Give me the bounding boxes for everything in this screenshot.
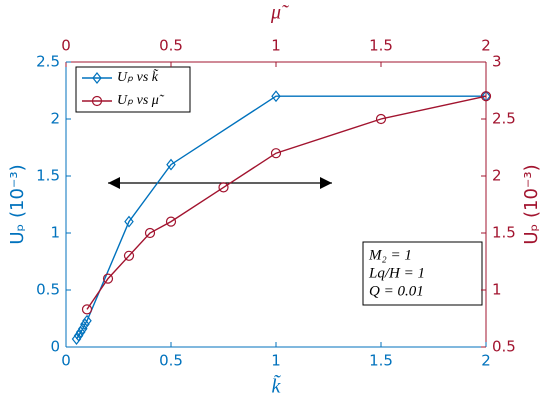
legend — [75, 66, 191, 113]
x2-tick-label: 0 — [61, 37, 71, 55]
annotations: M₂ = 1 Lq/H = 1 Q = 0.01 — [368, 247, 425, 299]
y2-tick-label: 2 — [492, 167, 502, 185]
y-tick-label: 1.5 — [36, 167, 60, 185]
series-line — [86, 95, 487, 310]
y2-tick-label: 1.5 — [492, 224, 516, 242]
y2-tick-label: 2.5 — [492, 110, 516, 128]
annotation-box — [362, 241, 483, 306]
marker — [270, 148, 282, 159]
marker — [375, 113, 387, 125]
x2-tick-label: 1 — [271, 37, 281, 55]
y2-tick-label: 3 — [492, 53, 502, 71]
marks — [71, 90, 492, 345]
marker — [271, 90, 281, 103]
y2-tick-label: 1 — [492, 281, 502, 299]
marker — [102, 273, 114, 284]
marker — [78, 322, 88, 335]
marker — [166, 158, 176, 171]
x-tick-label: 2 — [481, 352, 491, 370]
y-tick-label: 2 — [50, 110, 60, 128]
marker — [71, 333, 82, 345]
x2-tick-label: 2 — [481, 37, 491, 55]
marker — [124, 215, 134, 228]
x2-axis-label: μ̃ — [270, 2, 289, 24]
x2-tick-label: 0.5 — [159, 37, 183, 55]
marker — [144, 227, 156, 239]
y2-tick-label: 0.5 — [492, 338, 516, 356]
x-tick-label: 1.5 — [369, 352, 393, 370]
marker — [81, 304, 93, 315]
legend-label: Uₚ vs k̃ — [117, 68, 159, 85]
marker — [73, 329, 84, 342]
marker — [80, 318, 90, 331]
y-tick-label: 0 — [50, 338, 60, 356]
x-tick-label: 0.5 — [159, 352, 183, 370]
marker — [91, 95, 103, 107]
x-tick-label: 0 — [61, 352, 71, 370]
marker — [123, 250, 135, 261]
x-tick-label: 1 — [271, 352, 281, 370]
marker — [92, 72, 102, 84]
x2-tick-label: 1.5 — [369, 37, 393, 55]
axes: 0 0.5 1 1.5 2 0 0.5 1 1.5 2 0 0.5 1 1.5 2 2.5 0.5 1 1.5 2 2.… — [7, 2, 542, 398]
marker — [82, 314, 92, 327]
x-axis-label: k̃ — [272, 374, 282, 398]
y-axis-label: Uₚ (10⁻³) — [7, 164, 28, 244]
y-tick-label: 1 — [50, 224, 60, 242]
y2-axis-label: Uₚ (10⁻³) — [521, 164, 542, 244]
marker — [75, 326, 86, 339]
y-tick-label: 0.5 — [36, 281, 60, 299]
annotation: Q = 0.01 — [369, 283, 424, 299]
y-tick-label: 2.5 — [36, 53, 60, 71]
marker — [218, 182, 229, 193]
legend-label: Uₚ vs μ̃ — [117, 93, 165, 108]
marker — [165, 216, 177, 227]
series-line — [75, 95, 486, 340]
annotation: M₂ = 1 — [368, 247, 412, 263]
annotation: Lq/H = 1 — [368, 265, 425, 281]
